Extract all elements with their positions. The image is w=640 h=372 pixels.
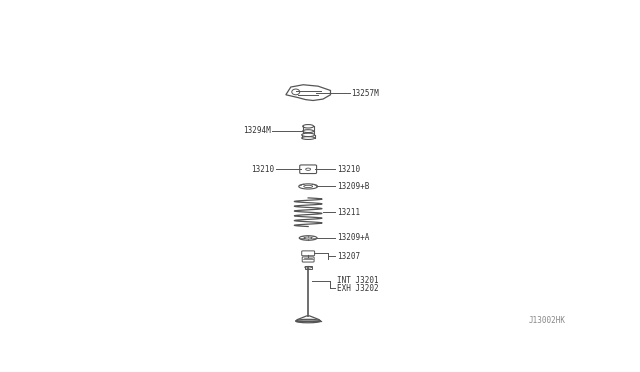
Text: 13257M: 13257M: [351, 89, 379, 98]
Text: EXH J3202: EXH J3202: [337, 283, 378, 293]
Text: J13002HK: J13002HK: [529, 316, 566, 326]
Text: 13210: 13210: [252, 165, 275, 174]
Text: 13211: 13211: [337, 208, 360, 217]
Bar: [305, 266, 312, 269]
Text: 13294M: 13294M: [243, 126, 271, 135]
Text: 13207: 13207: [337, 252, 360, 261]
Text: INT J3201: INT J3201: [337, 276, 378, 285]
Text: 13210: 13210: [337, 165, 360, 174]
Text: 13209+A: 13209+A: [337, 234, 369, 243]
Text: 13209+B: 13209+B: [337, 182, 369, 191]
